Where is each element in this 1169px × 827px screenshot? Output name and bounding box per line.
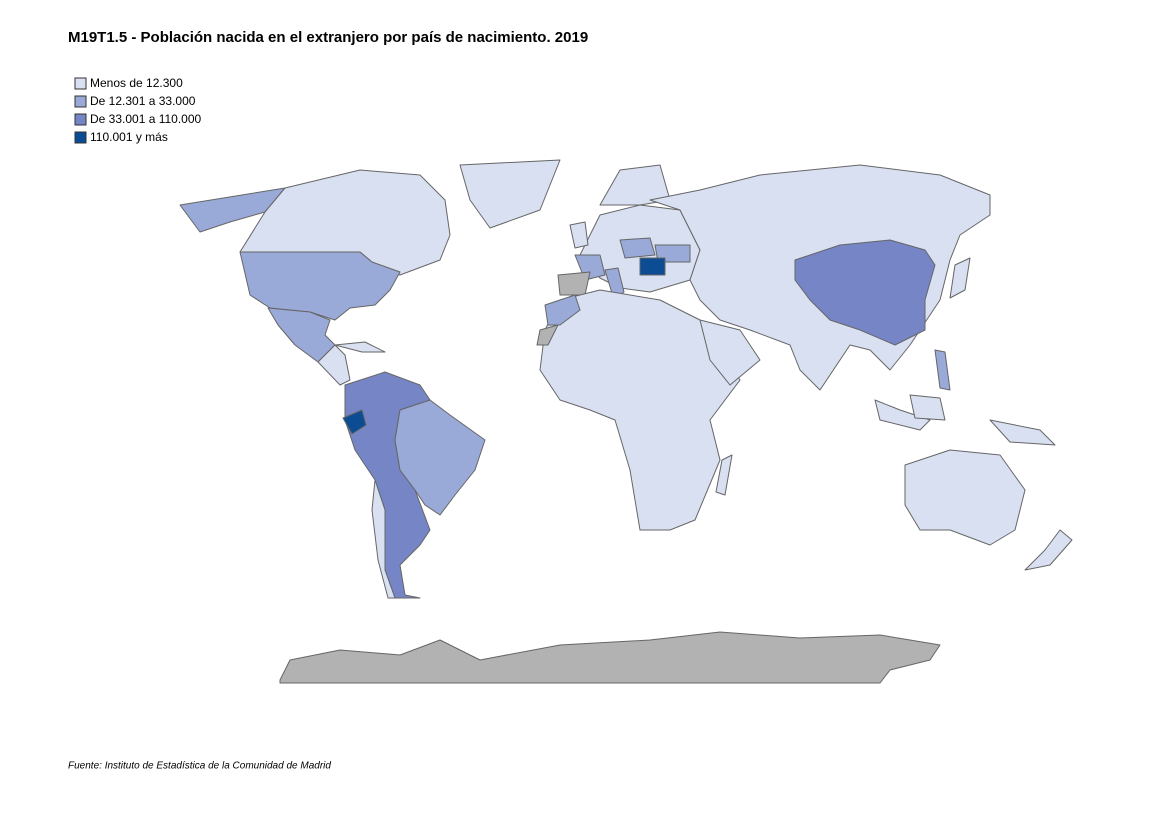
country: [342, 409, 367, 435]
country: [1024, 529, 1073, 571]
country: [909, 394, 946, 421]
country: [904, 449, 1026, 546]
countries: [179, 159, 1073, 684]
country: [239, 169, 451, 276]
legend-label: De 33.001 a 110.000: [90, 112, 202, 126]
country: [794, 239, 936, 346]
country: [557, 271, 591, 296]
country: [317, 344, 351, 386]
country: [544, 294, 581, 326]
legend-swatch: [74, 113, 87, 126]
country: [989, 419, 1056, 446]
legend-swatch: [74, 95, 87, 108]
country: [371, 479, 396, 599]
country: [569, 221, 589, 249]
country: [934, 349, 951, 391]
source-note: Fuente: Instituto de Estadística de la C…: [68, 761, 331, 772]
country: [949, 257, 971, 299]
country: [539, 289, 741, 531]
country: [279, 631, 941, 684]
country: [459, 159, 561, 229]
legend-label: De 12.301 a 33.000: [90, 94, 196, 108]
country: [604, 267, 625, 301]
country: [619, 237, 656, 259]
country: [239, 251, 401, 321]
country: [394, 399, 486, 516]
country: [715, 454, 733, 496]
legend-label: 110.001 y más: [90, 130, 168, 144]
country: [179, 187, 286, 233]
country: [639, 257, 666, 276]
country: [874, 399, 931, 431]
country: [599, 164, 671, 206]
legend-label: Menos de 12.300: [90, 76, 183, 90]
legend: Menos de 12.300 De 12.301 a 33.000 De 33.0…: [74, 76, 202, 144]
legend-swatch: [74, 77, 87, 90]
map-title: M19T1.5 - Población nacida en el extranj…: [68, 29, 588, 46]
country: [334, 341, 386, 353]
country: [536, 324, 559, 346]
legend-swatch: [74, 131, 87, 144]
country: [699, 319, 761, 386]
